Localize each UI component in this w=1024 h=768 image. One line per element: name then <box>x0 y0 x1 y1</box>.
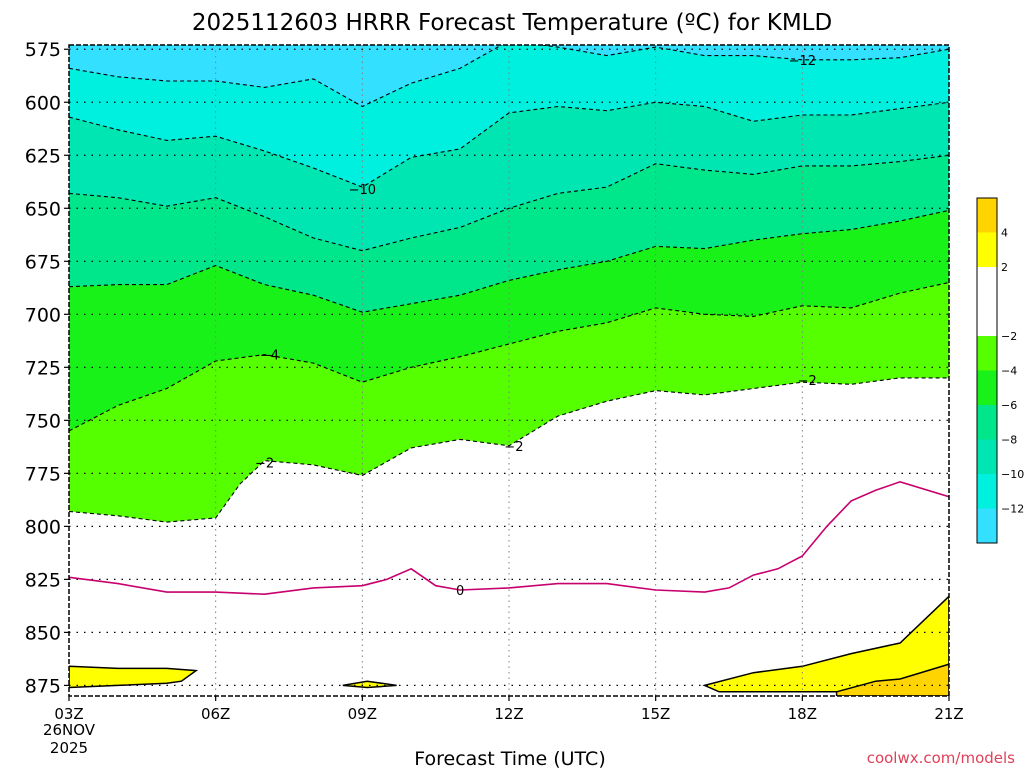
x-tick-label: 03Z <box>54 705 83 723</box>
y-tick-label: 775 <box>25 463 61 485</box>
colorbar-band <box>977 370 997 405</box>
credit-label: coolwx.com/models <box>867 749 1015 767</box>
colorbar-band <box>977 232 997 267</box>
colorbar-band <box>977 267 997 336</box>
contour-label: −10 <box>349 183 376 198</box>
colorbar-tick-label: −6 <box>1001 399 1017 412</box>
start-date-label: 26NOV <box>43 721 96 739</box>
colorbar-tick-label: 2 <box>1001 261 1008 274</box>
x-tick-label: 15Z <box>641 705 670 723</box>
contour-label: −2 <box>504 440 523 455</box>
colorbar-frame <box>976 197 998 544</box>
colorbar-tick-label: −8 <box>1001 434 1017 447</box>
x-tick-label: 09Z <box>348 705 377 723</box>
colorbar-band <box>977 439 997 474</box>
colorbar-tick-label: −2 <box>1001 330 1017 343</box>
y-tick-label: 800 <box>25 516 61 538</box>
contour-label: −12 <box>789 54 816 69</box>
x-tick-label: 12Z <box>494 705 523 723</box>
warm-region <box>702 595 949 693</box>
colorbar-band <box>977 405 997 440</box>
colorbar-tick-label: −4 <box>1001 365 1017 378</box>
contour-line <box>69 101 949 188</box>
y-tick-label: 625 <box>25 145 61 167</box>
y-tick-label: 650 <box>25 198 61 220</box>
x-tick-label: 06Z <box>201 705 230 723</box>
contour-label: 0 <box>456 584 464 599</box>
colorbar-tick-label: −12 <box>1001 503 1024 516</box>
y-tick-label: 825 <box>25 569 61 591</box>
contour-line <box>69 209 949 313</box>
x-tick-label: 18Z <box>788 705 817 723</box>
contour-line <box>69 281 949 432</box>
chart-title: 2025112603 HRRR Forecast Temperature (ºC… <box>192 10 832 36</box>
contour-line <box>69 480 949 596</box>
y-tick-label: 600 <box>25 92 61 114</box>
axes: 575 600 625 650 675 700 725 750 775 800 825 850 875 0… <box>25 39 964 723</box>
contour-line <box>69 154 949 252</box>
plot-area: −12 −10 −4 −2 −2 −2 0 <box>69 45 949 696</box>
warm-region <box>342 680 397 689</box>
plot-clip-group: −12 −10 −4 −2 −2 −2 0 <box>69 45 949 696</box>
contour-label: −4 <box>260 349 279 364</box>
colorbar-band <box>977 198 997 233</box>
x-axis-title: Forecast Time (UTC) <box>414 748 605 768</box>
y-tick-label: 575 <box>25 39 61 61</box>
start-year-label: 2025 <box>50 739 88 757</box>
y-tick-label: 675 <box>25 251 61 273</box>
warm-region <box>835 663 949 696</box>
y-tick-label: 850 <box>25 622 61 644</box>
warm-region <box>69 665 199 689</box>
colorbar: 4 2 −2 −4 −6 −8 −10 −12 <box>976 197 1024 544</box>
colorbar-tick-label: −10 <box>1001 468 1024 481</box>
contour-line <box>69 45 949 108</box>
y-tick-label: 875 <box>25 675 61 697</box>
contour-label: −2 <box>798 374 817 389</box>
y-tick-label: 700 <box>25 304 61 326</box>
contour-line <box>69 377 949 523</box>
x-tick-label: 21Z <box>934 705 963 723</box>
colorbar-band <box>977 508 997 543</box>
colorbar-band <box>977 474 997 509</box>
colorbar-band <box>977 336 997 371</box>
y-tick-label: 750 <box>25 410 61 432</box>
colorbar-tick-label: 4 <box>1001 227 1008 240</box>
y-tick-label: 725 <box>25 357 61 379</box>
band-fill <box>69 377 949 696</box>
contour-label: −2 <box>255 457 274 472</box>
